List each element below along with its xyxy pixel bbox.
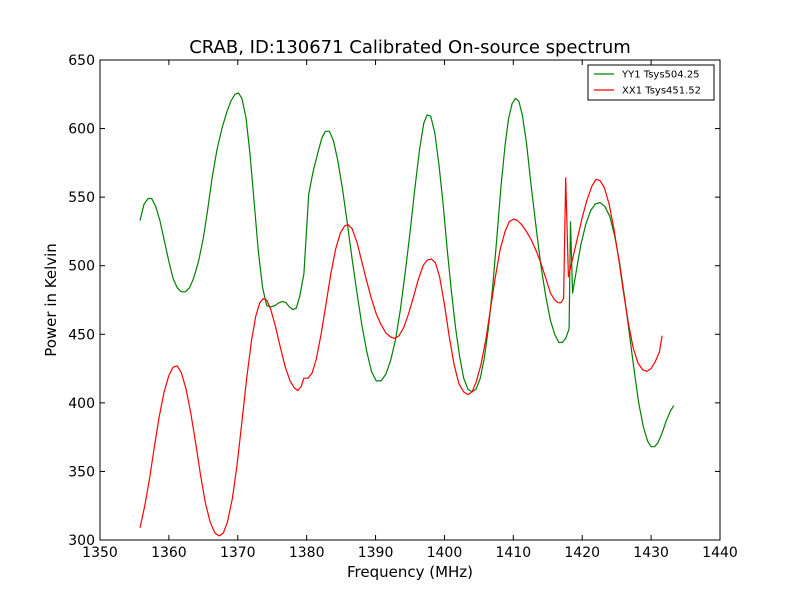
y-tick-label: 300 [68,533,95,549]
series-line-xx1 [139,177,663,537]
x-tick-label: 1420 [564,545,600,561]
plot-background [100,60,720,540]
x-tick-label: 1400 [427,545,463,561]
series-line-yy1 [139,92,675,448]
plot-frame [99,59,721,541]
x-tick-label: 1370 [220,545,256,561]
series-layer [139,92,675,537]
x-axis-label: Frequency (MHz) [347,563,473,581]
y-tick-label: 650 [68,53,95,69]
legend-label-xx1: XX1 Tsys451.52 [622,86,701,97]
x-tick-label: 1410 [496,545,532,561]
y-tick-label: 500 [68,259,95,275]
y-axis: 300 350 400 450 500 550 600 650 [68,53,720,549]
y-tick-label: 450 [68,327,95,343]
x-axis: 1350 1360 1370 1380 1390 1400 1410 1420 1430 1440 [82,60,738,561]
x-tick-label: 1380 [289,545,325,561]
y-tick-label: 550 [68,190,95,206]
y-tick-label: 400 [68,396,95,412]
plot-area [99,59,721,541]
x-tick-label: 1430 [633,545,669,561]
x-tick-label: 1440 [702,545,738,561]
legend: YY1 Tsys504.25 XX1 Tsys451.52 [587,64,715,101]
x-tick-label: 1350 [82,545,118,561]
y-tick-label: 600 [68,122,95,138]
x-tick-label: 1390 [358,545,394,561]
legend-box [587,64,715,101]
y-tick-label: 350 [68,464,95,480]
y-axis-label: Power in Kelvin [42,243,60,357]
chart-title: CRAB, ID:130671 Calibrated On-source spe… [189,37,631,58]
legend-label-yy1: YY1 Tsys504.25 [621,70,700,81]
x-tick-label: 1360 [151,545,187,561]
